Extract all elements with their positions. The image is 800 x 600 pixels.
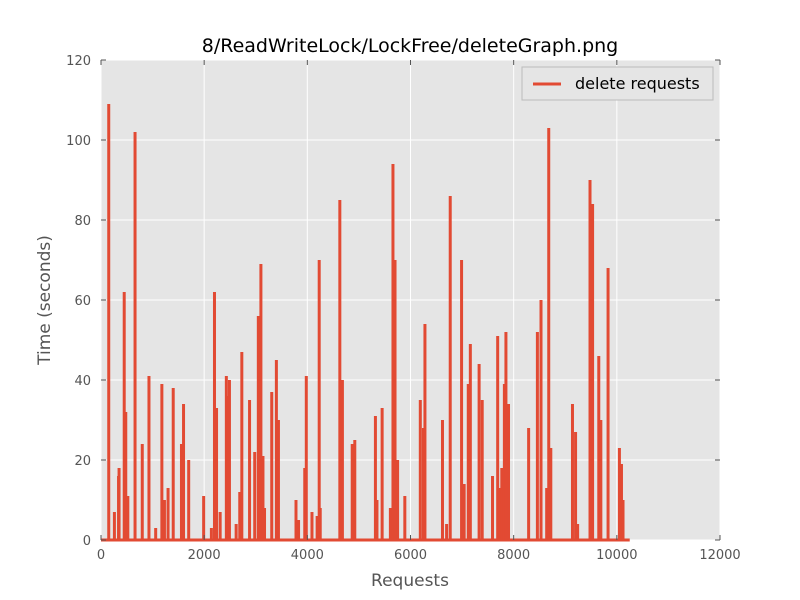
y-tick-label: 40 — [74, 374, 91, 389]
x-tick-label: 4000 — [291, 548, 324, 563]
tick-labels: 0 2000 4000 6000 8000 10000 12000 0 20 40 60 80 100 1… — [66, 54, 741, 563]
x-tick-label: 6000 — [394, 548, 427, 563]
y-tick-label: 60 — [74, 294, 91, 309]
tick-marks — [100, 59, 721, 541]
y-tick-label: 100 — [66, 134, 91, 149]
y-axis-label: Time (seconds) — [35, 235, 55, 366]
x-axis-label: Requests — [371, 571, 449, 591]
y-tick-label: 120 — [66, 54, 91, 69]
x-tick-label: 12000 — [699, 548, 740, 563]
x-tick-label: 10000 — [596, 548, 637, 563]
x-tick-label: 8000 — [497, 548, 530, 563]
series-layer — [101, 104, 630, 542]
x-tick-label: 0 — [97, 548, 105, 563]
y-tick-label: 0 — [83, 534, 91, 549]
legend-label-delete-requests: delete requests — [575, 74, 700, 93]
chart-title: 8/ReadWriteLock/LockFree/deleteGraph.png — [202, 35, 619, 57]
legend: delete requests — [521, 66, 714, 101]
series-delete-requests — [101, 104, 630, 542]
x-tick-label: 2000 — [188, 548, 221, 563]
y-tick-label: 20 — [74, 454, 91, 469]
y-tick-label: 80 — [74, 214, 91, 229]
